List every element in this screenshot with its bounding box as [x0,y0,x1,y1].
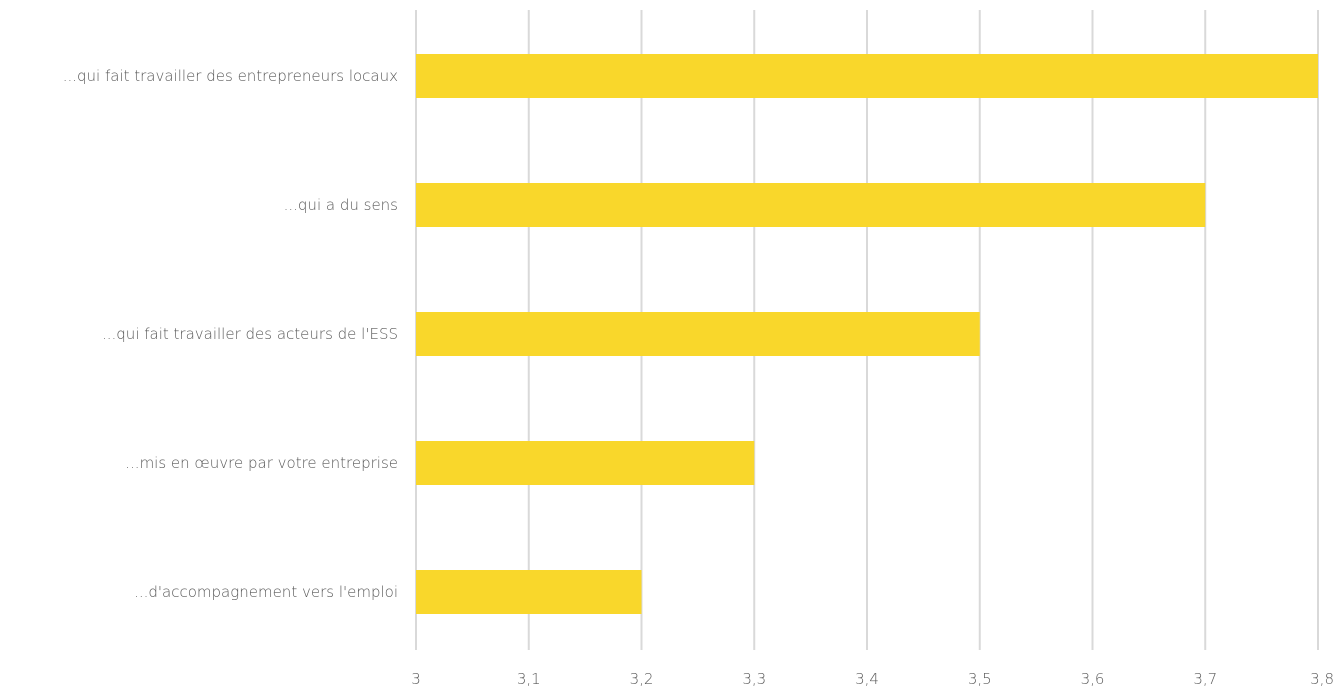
category-label: ...qui fait travailler des acteurs de l'… [102,325,398,343]
x-tick-label: 3,6 [1081,670,1105,688]
x-tick-label: 3,1 [517,670,541,688]
bar [416,570,642,614]
x-axis-tick-labels: 3 3,1 3,2 3,3 3,4 3,5 3,6 3,7 3,8 [411,670,1334,688]
x-tick-label: 3,8 [1310,670,1334,688]
category-label: ...d'accompagnement vers l'emploi [134,583,398,601]
bars [416,54,1318,614]
x-tick-label: 3 [411,670,421,688]
category-label: ...qui fait travailler des entrepreneurs… [63,67,398,85]
bar [416,54,1318,98]
bar [416,183,1206,227]
x-tick-label: 3,2 [630,670,654,688]
x-tick-label: 3,4 [855,670,879,688]
category-label: ...mis en œuvre par votre entreprise [125,454,398,472]
x-tick-label: 3,3 [742,670,766,688]
x-tick-label: 3,7 [1193,670,1217,688]
x-tick-label: 3,5 [968,670,992,688]
bar [416,441,755,485]
category-label: ...qui a du sens [284,196,398,214]
category-labels: ...qui fait travailler des entrepreneurs… [63,67,398,601]
bar [416,312,980,356]
